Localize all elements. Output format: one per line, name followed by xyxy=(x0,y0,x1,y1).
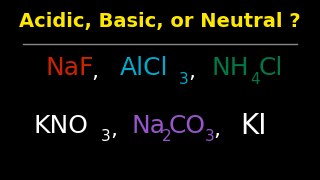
Text: 2: 2 xyxy=(161,129,171,144)
Text: 3: 3 xyxy=(204,129,214,144)
Text: NH: NH xyxy=(212,56,249,80)
Text: ,: , xyxy=(110,120,117,140)
Text: ,: , xyxy=(91,62,98,82)
Text: KI: KI xyxy=(240,112,267,140)
Text: 3: 3 xyxy=(179,72,188,87)
Text: NaF: NaF xyxy=(45,56,94,80)
Text: Cl: Cl xyxy=(259,56,283,80)
Text: ,: , xyxy=(213,120,220,140)
Text: CO: CO xyxy=(169,114,205,138)
Text: 4: 4 xyxy=(250,72,260,87)
Text: AlCl: AlCl xyxy=(120,56,168,80)
Text: ,: , xyxy=(188,62,196,82)
Text: KNO: KNO xyxy=(34,114,89,138)
Text: 3: 3 xyxy=(101,129,111,144)
Text: Na: Na xyxy=(132,114,165,138)
Text: Acidic, Basic, or Neutral ?: Acidic, Basic, or Neutral ? xyxy=(19,12,301,31)
